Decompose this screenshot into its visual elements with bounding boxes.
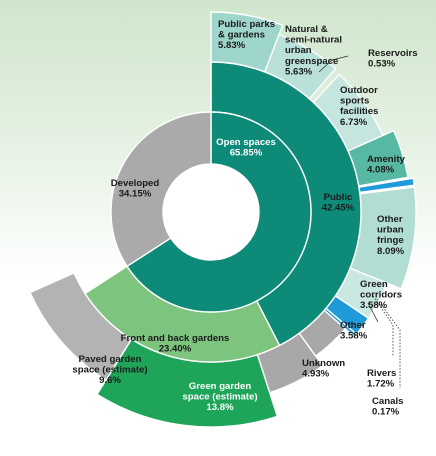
leader-reservoirs (318, 55, 349, 73)
chart-segments (29, 11, 417, 428)
label-outdoor-sports: Outdoor sports facilities 6.73% (340, 85, 378, 128)
label-amenity: Amenity 4.08% (367, 154, 406, 176)
center-hole (163, 164, 259, 260)
label-other-urban-fringe: Other urban fringe 8.09% (377, 214, 405, 257)
label-public-parks: Public parks & gardens 5.83% (218, 19, 275, 51)
label-public: Public 42.45% (322, 192, 355, 214)
label-reservoirs: Reservoirs 0.53% (368, 48, 418, 70)
label-natural-greenspace: Natural & semi-natural urban greenspace 5.63… (285, 24, 342, 77)
leader-lines (318, 55, 401, 388)
label-green-garden: Green garden space (estimate) 13.8% (182, 381, 257, 413)
label-paved-garden: Paved garden space (estimate) 9.6% (72, 354, 147, 386)
label-green-corridors: Green corridors 3.58% (360, 279, 402, 311)
leader-rivers (372, 295, 394, 356)
leader-canals (376, 298, 401, 388)
label-open-spaces: Open spaces 65.85% (216, 137, 276, 159)
label-other: Other 3.58% (340, 320, 368, 342)
label-front-back-gardens: Front and back gardens 23.40% (121, 333, 230, 355)
chart-labels: Public parks & gardens 5.83% Natural & semi-… (72, 19, 417, 418)
label-unknown: Unknown 4.93% (302, 358, 345, 380)
label-rivers: Rivers 1.72% (367, 368, 396, 390)
label-developed: Developed 34.15% (111, 178, 160, 200)
label-canals: Canals 0.17% (372, 396, 403, 418)
leader-other (367, 302, 379, 323)
